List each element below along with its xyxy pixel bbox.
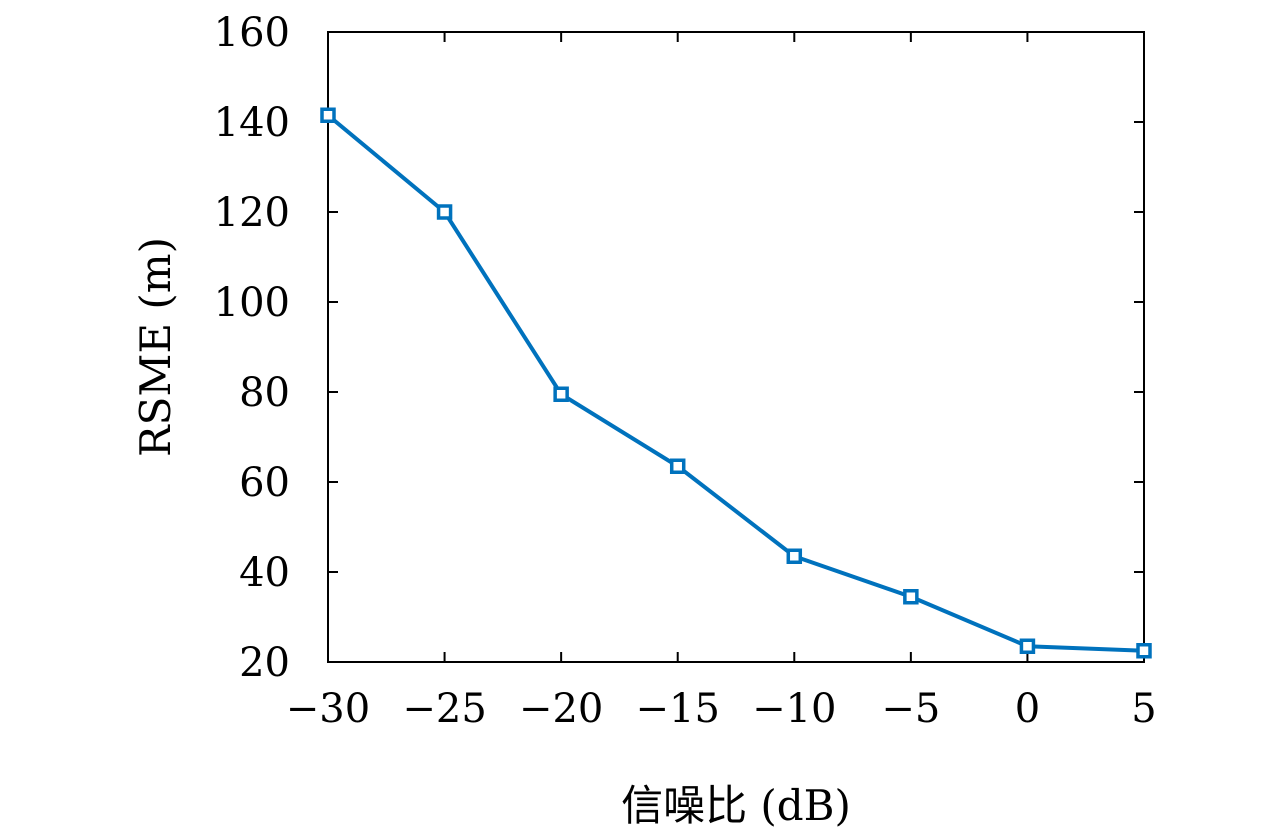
data-point-marker [320,107,336,123]
x-tick-label: 5 [1131,686,1156,732]
x-tick-label: −5 [881,686,940,732]
data-point-marker [1136,643,1152,659]
x-axis-title: 信噪比 (dB) [621,781,851,830]
data-point-marker [786,548,803,564]
axis-ticks [327,31,1145,663]
y-tick-label: 160 [214,10,290,56]
series-line [326,113,1145,653]
x-tick-label: 0 [1015,686,1040,732]
series-markers [320,107,1152,659]
y-axis-title: RSME (m) [131,237,180,457]
y-tick-label: 60 [239,460,290,506]
series-lines [326,113,1145,653]
data-point-marker [669,458,686,474]
x-tick-label: −30 [286,686,370,732]
y-tick-labels: 20 40 60 80 100 120 140 160 [214,10,290,686]
y-tick-label: 120 [214,190,290,236]
x-tick-label: −25 [402,686,486,732]
y-tick-label: 20 [239,640,290,686]
y-tick-label: 40 [239,550,290,596]
y-tick-label: 100 [214,280,290,326]
x-tick-label: −20 [519,686,603,732]
data-point-marker [903,589,919,605]
x-tick-label: −10 [752,686,836,732]
x-tick-label: −15 [636,686,720,732]
data-point-marker [436,204,453,220]
data-point-marker [1019,638,1036,654]
x-tick-labels: −30 −25 −20 −15 −10 −5 0 5 [286,686,1157,732]
plot-frame [327,31,1145,663]
y-tick-label: 80 [239,370,290,416]
y-tick-label: 140 [214,100,290,146]
data-point-marker [553,386,569,402]
